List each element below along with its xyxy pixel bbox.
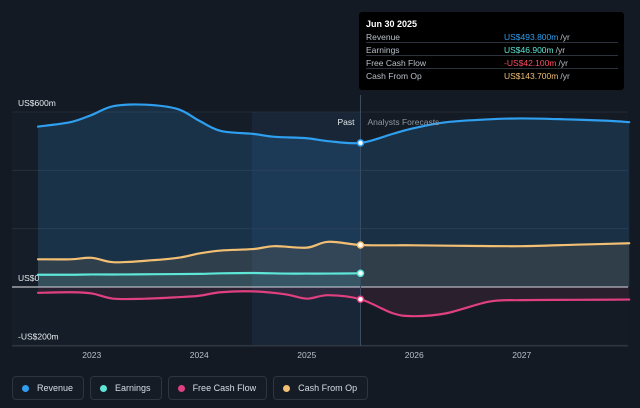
legend: Revenue Earnings Free Cash Flow Cash Fro…: [12, 376, 369, 400]
tooltip-divider: [366, 68, 618, 69]
earnings-marker: [356, 269, 365, 278]
tooltip-unit: /yr: [555, 45, 566, 55]
revenue-line: [36, 103, 631, 145]
tooltip-divider: [366, 42, 618, 43]
tooltip-value: US$493.800m: [504, 32, 559, 42]
tooltip-unit: /yr: [558, 58, 568, 68]
tooltip-divider: [366, 55, 618, 56]
y-tick-label: US$600m: [18, 98, 56, 108]
x-tick-label: 2025: [297, 350, 316, 360]
x-tick-label: 2026: [405, 350, 424, 360]
legend-item-revenue[interactable]: Revenue: [12, 376, 85, 400]
legend-label: Revenue: [37, 383, 74, 393]
tooltip-row-earnings: Earnings US$46.900m/yr: [366, 45, 618, 58]
cash-from-op-marker: [356, 241, 365, 249]
earnings-line: [36, 271, 362, 276]
revenue-area: [38, 104, 630, 287]
free-cash-flow-dot-icon: [177, 384, 185, 392]
y-tick-label: US$0: [18, 273, 40, 283]
legend-label: Cash From Op: [298, 383, 358, 393]
revenue-dot-icon: [22, 384, 29, 392]
x-tick-label: 2024: [190, 350, 209, 360]
tooltip-value: -US$42.100m: [504, 58, 557, 68]
forecast-label: Analysts Forecasts: [368, 117, 440, 127]
tooltip-value: US$143.700m: [504, 71, 559, 81]
revenue-marker: [356, 139, 365, 147]
tooltip-value: US$46.900m: [504, 45, 554, 55]
earnings-dot-icon: [100, 384, 108, 392]
free-cash-flow-marker: [356, 295, 365, 303]
free-cash-flow-line: [36, 290, 631, 318]
cash-from-op-dot-icon: [283, 384, 291, 392]
tooltip-label: Earnings: [366, 45, 400, 55]
past-label: Past: [337, 117, 355, 127]
tooltip-row-cash-from-op: Cash From Op US$143.700m/yr: [366, 71, 618, 84]
free-cash-flow-area: [38, 287, 630, 317]
legend-item-cash-from-op[interactable]: Cash From Op: [273, 376, 369, 400]
tooltip-row-revenue: Revenue US$493.800m/yr: [366, 32, 618, 45]
tooltip-label: Revenue: [366, 32, 401, 42]
legend-label: Free Cash Flow: [192, 383, 257, 393]
tooltip-unit: /yr: [560, 71, 570, 81]
cash-from-op-area: [38, 241, 630, 287]
y-tick-label: -US$200m: [18, 331, 59, 341]
tooltip: Jun 30 2025 Revenue US$493.800m/yr Earni…: [359, 12, 624, 90]
tooltip-row-free-cash-flow: Free Cash Flow -US$42.100m/yr: [366, 58, 618, 71]
tooltip-label: Cash From Op: [366, 71, 422, 81]
legend-label: Earnings: [115, 383, 151, 393]
tooltip-label: Free Cash Flow: [366, 58, 426, 68]
x-tick-label: 2023: [82, 350, 101, 360]
x-tick-label: 2027: [512, 350, 531, 360]
financial-chart: US$600m US$0 -US$200m Past Analysts Forecast…: [12, 95, 631, 360]
tooltip-unit: /yr: [560, 32, 570, 42]
earnings-area: [38, 272, 361, 287]
tooltip-date: Jun 30 2025: [366, 19, 418, 29]
cash-from-op-line: [36, 240, 631, 264]
legend-item-earnings[interactable]: Earnings: [90, 376, 162, 400]
legend-item-free-cash-flow[interactable]: Free Cash Flow: [167, 376, 268, 400]
